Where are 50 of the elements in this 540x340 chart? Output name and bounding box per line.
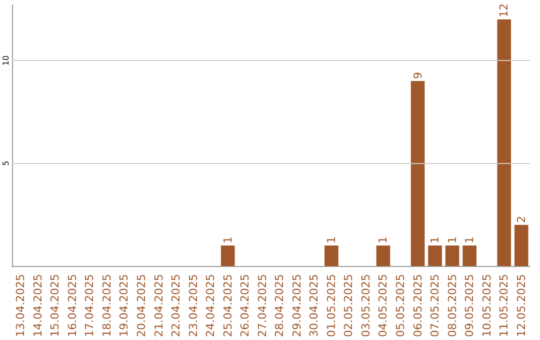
x-tick-label: 18.04.2025	[100, 274, 114, 338]
x-tick-label: 04.05.2025	[376, 274, 390, 338]
data-label: 1	[428, 236, 442, 244]
x-tick-label: 24.04.2025	[204, 274, 218, 338]
y-tick-label: 5	[2, 160, 10, 166]
x-tick-label: 23.04.2025	[186, 274, 200, 338]
x-tick-label: 15.04.2025	[48, 274, 62, 338]
data-label: 1	[376, 236, 390, 244]
x-tick-label: 27.04.2025	[256, 274, 269, 338]
x-tick-label: 14.04.2025	[31, 274, 44, 338]
x-tick-label: 17.04.2025	[83, 274, 96, 338]
x-tick-label: 13.04.2025	[14, 274, 28, 338]
x-tick-label: 22.04.2025	[170, 274, 183, 338]
x-tick-label: 16.04.2025	[66, 274, 79, 338]
x-tick-label: 25.04.2025	[221, 274, 234, 338]
x-tick-label: 21.04.2025	[152, 274, 166, 338]
x-tick-label: 09.05.2025	[463, 274, 476, 338]
x-tick-label: 06.05.2025	[411, 274, 424, 338]
x-tick-label: 03.05.2025	[359, 274, 372, 338]
x-tick-label: 19.04.2025	[118, 274, 131, 338]
data-label: 1	[324, 236, 338, 244]
data-label: 9	[411, 72, 424, 80]
x-tick-label: 10.05.2025	[480, 274, 494, 338]
bar	[514, 224, 528, 266]
x-tick-label: 26.04.2025	[238, 274, 252, 338]
data-label: 2	[514, 216, 528, 223]
data-label: 1	[446, 236, 459, 244]
bar	[220, 245, 235, 266]
x-tick-label: 28.04.2025	[273, 274, 286, 338]
x-tick-label: 02.05.2025	[342, 274, 356, 338]
x-tick-label: 08.05.2025	[446, 274, 459, 338]
x-tick-label: 20.04.2025	[135, 274, 148, 338]
y-tick-label: 10	[2, 55, 10, 66]
bar	[428, 245, 442, 266]
bar	[462, 245, 476, 266]
data-label: 1	[463, 236, 476, 244]
bar	[445, 245, 460, 266]
x-tick-label: 07.05.2025	[428, 274, 442, 338]
data-label: 12	[498, 3, 511, 18]
x-tick-label: 01.05.2025	[324, 274, 338, 338]
x-tick-label: 29.04.2025	[290, 274, 304, 338]
bar	[497, 19, 512, 266]
bar	[324, 245, 338, 266]
data-label: 1	[221, 236, 234, 244]
bar	[376, 245, 390, 266]
bar	[410, 81, 425, 266]
x-tick-label: 11.05.2025	[498, 274, 511, 338]
x-tick-label: 05.05.2025	[394, 274, 407, 338]
x-tick-label: 12.05.2025	[514, 274, 528, 338]
x-tick-label: 30.04.2025	[308, 274, 321, 338]
